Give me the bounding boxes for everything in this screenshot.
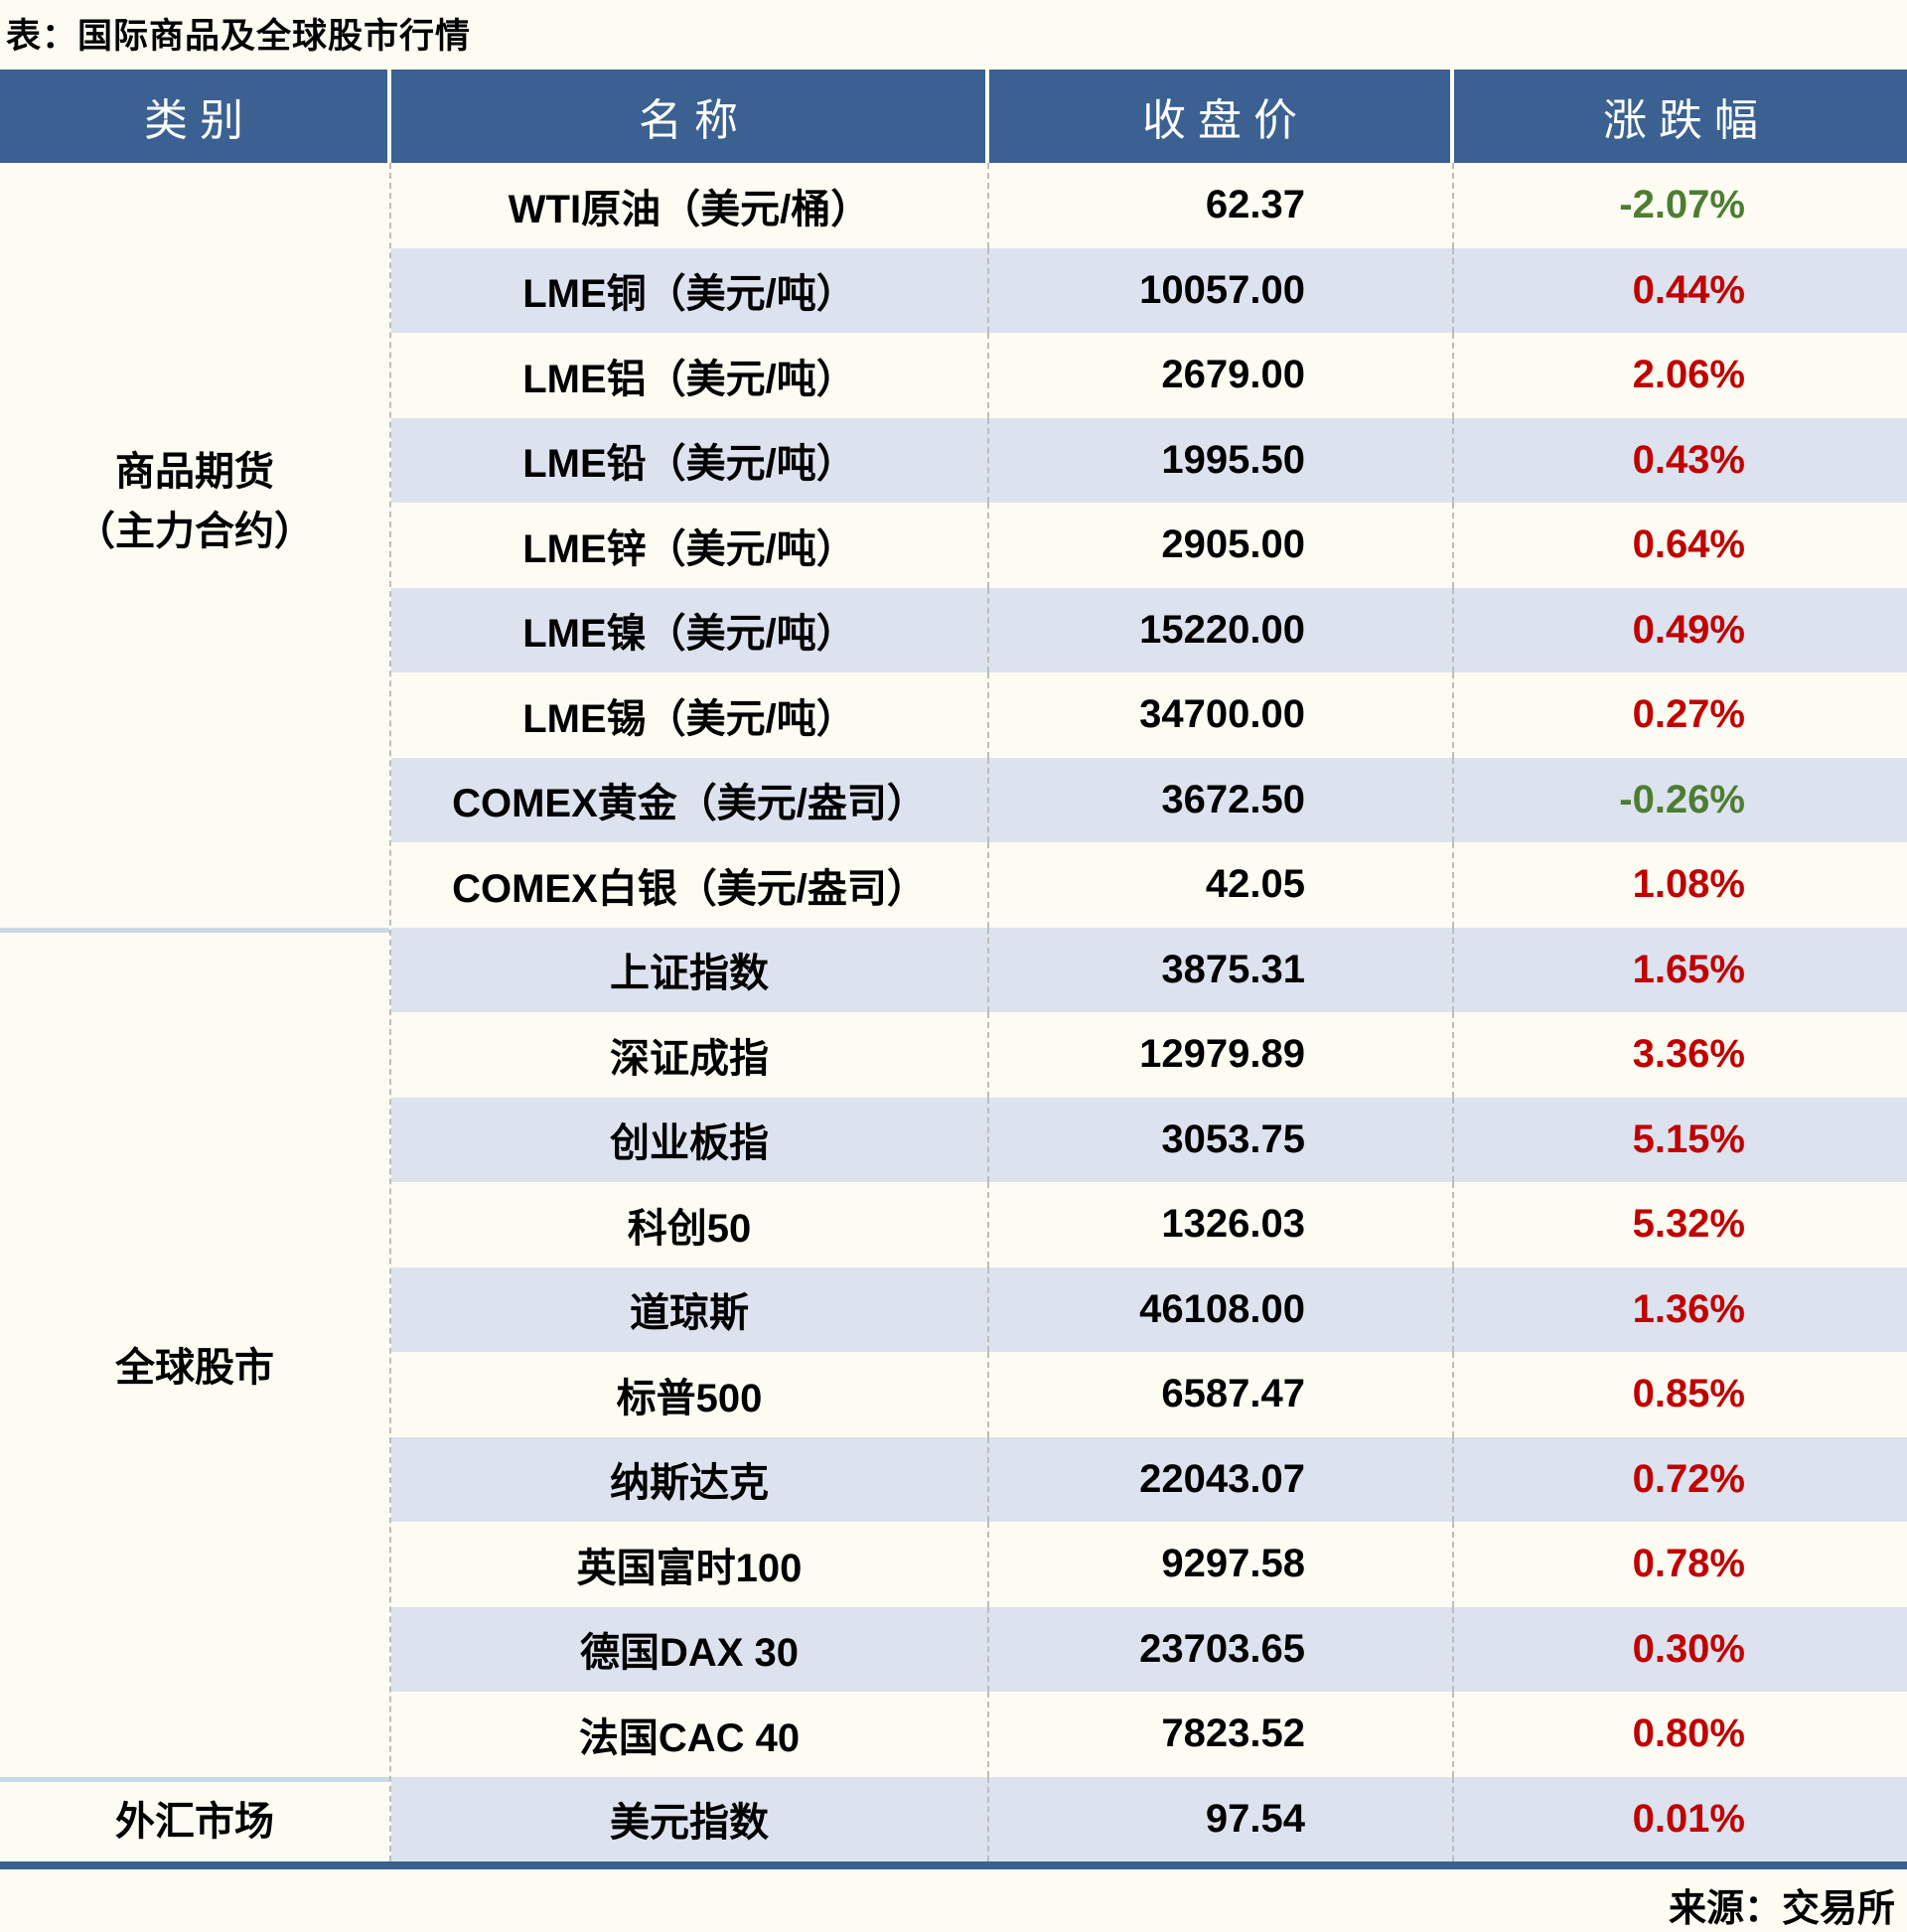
instrument-name: 纳斯达克 (391, 1436, 989, 1522)
change-cell: 0.78% (1632, 1542, 1745, 1586)
close-price-cell: 3875.31 (989, 927, 1454, 1012)
close-price-cell: 10057.00 (989, 247, 1454, 333)
change-cell: 0.27% (1632, 692, 1745, 737)
close-price-cell: 22043.07 (989, 1436, 1454, 1522)
table-body: 商品期货 （主力合约） 全球股市 外汇市场 WTI原油（美元/桶） 62.37 … (0, 163, 1907, 1861)
close-price-cell: 62.37 (989, 163, 1454, 248)
close-price-cell: 42.05 (989, 842, 1454, 928)
category-forex-market: 外汇市场 (0, 1776, 389, 1862)
change-cell: 5.32% (1632, 1202, 1745, 1247)
table-row: 深证成指 12979.89 3.36% (391, 1012, 1907, 1098)
header-close-price: 收盘价 (989, 70, 1454, 163)
instrument-name: 深证成指 (391, 1012, 989, 1098)
data-rows: WTI原油（美元/桶） 62.37 -2.07% LME铜（美元/吨） 1005… (391, 163, 1907, 1861)
close-price-cell: 3672.50 (989, 757, 1454, 842)
close-price-cell: 15220.00 (989, 587, 1454, 672)
table-row: COMEX黄金（美元/盎司） 3672.50 -0.26% (391, 757, 1907, 842)
instrument-name: 创业板指 (391, 1097, 989, 1182)
table-row: 标普500 6587.47 0.85% (391, 1352, 1907, 1437)
table-header-row: 类别 名称 收盘价 涨跌幅 (0, 70, 1907, 163)
instrument-name: COMEX白银（美元/盎司） (391, 842, 989, 928)
change-cell: 0.44% (1632, 267, 1745, 312)
instrument-name: LME铝（美元/吨） (391, 333, 989, 418)
header-name: 名称 (391, 70, 989, 163)
instrument-name: 标普500 (391, 1352, 989, 1437)
change-cell: -0.26% (1619, 777, 1745, 821)
close-price-cell: 12979.89 (989, 1012, 1454, 1098)
market-table: 类别 名称 收盘价 涨跌幅 商品期货 （主力合约） 全球股市 外汇市场 WTI原… (0, 70, 1907, 1869)
table-row: COMEX白银（美元/盎司） 42.05 1.08% (391, 842, 1907, 928)
category-commodity-futures: 商品期货 （主力合约） (0, 163, 389, 928)
table-row: LME锡（美元/吨） 34700.00 0.27% (391, 672, 1907, 758)
table-row: 纳斯达克 22043.07 0.72% (391, 1436, 1907, 1522)
header-change-pct: 涨跌幅 (1603, 96, 1770, 145)
close-price-cell: 1326.03 (989, 1182, 1454, 1267)
instrument-name: WTI原油（美元/桶） (391, 163, 989, 248)
change-cell: 2.06% (1632, 353, 1745, 397)
close-price-cell: 2679.00 (989, 333, 1454, 418)
category-label: 外汇市场 (115, 1799, 274, 1844)
table-row: 科创50 1326.03 5.32% (391, 1182, 1907, 1267)
table-row: LME锌（美元/吨） 2905.00 0.64% (391, 503, 1907, 588)
instrument-name: 道琼斯 (391, 1266, 989, 1352)
change-cell: 0.30% (1632, 1626, 1745, 1671)
instrument-name: COMEX黄金（美元/盎司） (391, 757, 989, 842)
category-label: 商品期货 (115, 449, 274, 494)
instrument-name: LME锌（美元/吨） (391, 503, 989, 588)
table-row: 德国DAX 30 23703.65 0.30% (391, 1606, 1907, 1692)
instrument-name: 法国CAC 40 (391, 1692, 989, 1777)
category-label: （主力合约） (75, 509, 314, 553)
change-cell: 1.08% (1632, 862, 1745, 907)
change-cell: -2.07% (1619, 183, 1745, 227)
table-row: 美元指数 97.54 0.01% (391, 1776, 1907, 1861)
change-cell: 0.64% (1632, 522, 1745, 567)
change-cell: 1.65% (1632, 947, 1745, 991)
table-row: LME铜（美元/吨） 10057.00 0.44% (391, 247, 1907, 333)
category-column: 商品期货 （主力合约） 全球股市 外汇市场 (0, 163, 391, 1861)
instrument-name: 美元指数 (391, 1776, 989, 1861)
change-cell: 0.01% (1632, 1796, 1745, 1841)
change-cell: 0.49% (1632, 607, 1745, 652)
close-price-cell: 6587.47 (989, 1352, 1454, 1437)
table-row: 创业板指 3053.75 5.15% (391, 1097, 1907, 1182)
close-price-cell: 2905.00 (989, 503, 1454, 588)
instrument-name: 英国富时100 (391, 1522, 989, 1607)
table-row: LME铅（美元/吨） 1995.50 0.43% (391, 417, 1907, 503)
table-row: LME铝（美元/吨） 2679.00 2.06% (391, 333, 1907, 418)
table-row: 道琼斯 46108.00 1.36% (391, 1266, 1907, 1352)
table-row: 英国富时100 9297.58 0.78% (391, 1522, 1907, 1607)
close-price-cell: 9297.58 (989, 1522, 1454, 1607)
page-title: 表：国际商品及全球股市行情 (6, 17, 472, 56)
instrument-name: LME镍（美元/吨） (391, 587, 989, 672)
close-price-cell: 23703.65 (989, 1606, 1454, 1692)
close-price-cell: 97.54 (989, 1776, 1454, 1861)
close-price-cell: 3053.75 (989, 1097, 1454, 1182)
instrument-name: LME锡（美元/吨） (391, 672, 989, 758)
close-price-cell: 34700.00 (989, 672, 1454, 758)
change-cell: 0.80% (1632, 1711, 1745, 1756)
table-row: 法国CAC 40 7823.52 0.80% (391, 1692, 1907, 1777)
change-cell: 1.36% (1632, 1286, 1745, 1331)
category-label: 全球股市 (115, 1345, 274, 1390)
header-category: 类别 (0, 70, 391, 163)
change-cell: 5.15% (1632, 1116, 1745, 1161)
table-row: 上证指数 3875.31 1.65% (391, 927, 1907, 1012)
change-cell: 0.85% (1632, 1372, 1745, 1416)
change-cell: 0.43% (1632, 437, 1745, 482)
category-global-stocks: 全球股市 (0, 927, 389, 1777)
table-row: LME镍（美元/吨） 15220.00 0.49% (391, 587, 1907, 672)
instrument-name: 德国DAX 30 (391, 1606, 989, 1692)
instrument-name: 科创50 (391, 1182, 989, 1267)
change-cell: 0.72% (1632, 1456, 1745, 1501)
instrument-name: 上证指数 (391, 927, 989, 1012)
instrument-name: LME铜（美元/吨） (391, 247, 989, 333)
table-row: WTI原油（美元/桶） 62.37 -2.07% (391, 163, 1907, 248)
instrument-name: LME铅（美元/吨） (391, 417, 989, 503)
change-cell: 3.36% (1632, 1032, 1745, 1077)
close-price-cell: 46108.00 (989, 1266, 1454, 1352)
close-price-cell: 7823.52 (989, 1692, 1454, 1777)
close-price-cell: 1995.50 (989, 417, 1454, 503)
